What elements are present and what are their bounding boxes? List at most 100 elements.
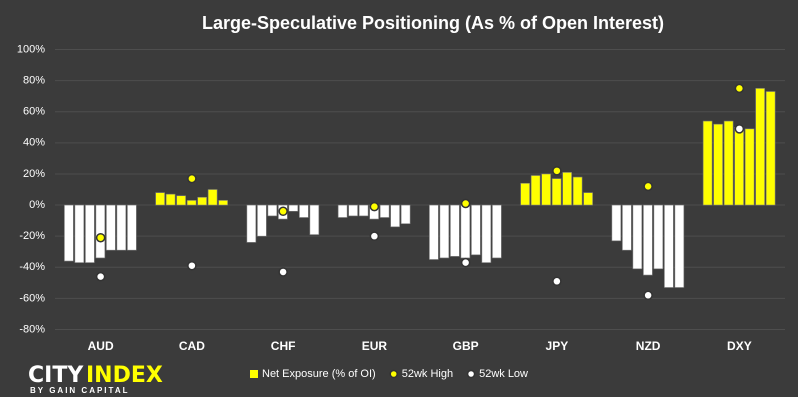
bar xyxy=(155,192,165,206)
x-tick-label: NZD xyxy=(636,339,661,353)
bar xyxy=(390,204,400,228)
bar xyxy=(622,204,632,251)
y-tick-label: 0% xyxy=(29,199,45,211)
logo-city: CITY xyxy=(28,363,84,388)
bar xyxy=(176,195,186,206)
logo-tagline: BY GAIN CAPITAL xyxy=(30,386,129,395)
bar xyxy=(106,204,116,251)
marker xyxy=(552,276,562,287)
bar xyxy=(218,200,228,206)
bar xyxy=(400,204,411,225)
bar xyxy=(541,173,551,206)
marker xyxy=(734,124,745,134)
bar xyxy=(288,204,299,212)
bar xyxy=(74,204,85,263)
bar xyxy=(481,204,492,263)
x-tick-label: JPY xyxy=(546,339,569,353)
bar xyxy=(583,192,593,206)
x-tick-label: CAD xyxy=(179,339,205,353)
y-tick-label: -60% xyxy=(19,292,45,304)
bar xyxy=(471,204,481,256)
y-tick-label: 60% xyxy=(23,106,45,118)
bar xyxy=(64,204,74,262)
bar xyxy=(358,204,369,217)
bar xyxy=(309,204,320,235)
marker xyxy=(95,271,106,282)
x-tick-label: GBP xyxy=(453,339,479,353)
bar xyxy=(165,193,176,206)
bar xyxy=(439,204,450,259)
bar xyxy=(116,204,127,251)
y-tick-label: -20% xyxy=(19,230,45,242)
marker xyxy=(95,232,106,243)
chart-title: Large-Speculative Positioning (As % of O… xyxy=(202,13,664,33)
marker xyxy=(460,198,471,209)
marker xyxy=(643,290,653,301)
bar xyxy=(765,91,776,206)
bar xyxy=(713,123,723,206)
bar xyxy=(257,204,267,237)
x-tick-label: CHF xyxy=(271,339,296,353)
bar xyxy=(337,204,348,218)
marker xyxy=(187,173,197,184)
y-tick-label: 20% xyxy=(23,168,45,180)
bar xyxy=(379,204,390,218)
bar xyxy=(674,204,685,288)
bar xyxy=(95,204,106,259)
marker xyxy=(278,206,288,217)
bar xyxy=(520,182,530,206)
marker xyxy=(187,260,197,271)
bar xyxy=(197,196,207,206)
marker xyxy=(278,267,288,277)
legend-swatch xyxy=(250,370,258,378)
bar xyxy=(611,204,622,242)
y-tick-label: 80% xyxy=(23,75,45,87)
marker xyxy=(734,83,745,94)
bar xyxy=(723,120,734,206)
bar xyxy=(734,126,744,206)
legend-label: 52wk Low xyxy=(479,368,528,380)
y-tick-label: 100% xyxy=(17,43,45,55)
y-tick-label: 40% xyxy=(23,137,45,149)
marker xyxy=(369,231,380,241)
bar xyxy=(85,204,95,263)
bar xyxy=(186,200,197,206)
bar xyxy=(246,204,257,243)
bar xyxy=(702,120,713,206)
logo: CITY INDEX BY GAIN CAPITAL xyxy=(28,363,163,395)
bar xyxy=(267,204,278,217)
legend-swatch xyxy=(466,369,476,379)
bar xyxy=(653,204,664,270)
bar xyxy=(348,204,358,217)
bar xyxy=(572,176,583,206)
bar xyxy=(207,189,218,206)
legend-swatch xyxy=(389,369,398,379)
bar xyxy=(744,128,755,206)
x-tick-label: EUR xyxy=(362,339,388,353)
bar xyxy=(492,204,502,259)
bar xyxy=(127,204,137,251)
bar xyxy=(551,178,562,206)
marker xyxy=(369,201,380,212)
bar xyxy=(562,172,572,206)
marker xyxy=(552,166,562,176)
y-tick-label: -80% xyxy=(19,323,45,335)
bar xyxy=(299,204,309,218)
marker xyxy=(460,257,471,268)
bar xyxy=(450,204,460,257)
bar xyxy=(643,204,653,276)
x-tick-label: AUD xyxy=(88,339,114,353)
bar xyxy=(460,204,471,259)
legend-label: Net Exposure (% of OI) xyxy=(262,368,376,380)
bar xyxy=(664,204,674,288)
bar xyxy=(755,88,765,206)
bar xyxy=(429,204,439,260)
marker xyxy=(643,181,653,192)
bar xyxy=(632,204,643,270)
y-tick-label: -40% xyxy=(19,261,45,273)
x-tick-label: DXY xyxy=(727,339,752,353)
legend-label: 52wk High xyxy=(402,368,453,380)
bar xyxy=(530,175,541,206)
